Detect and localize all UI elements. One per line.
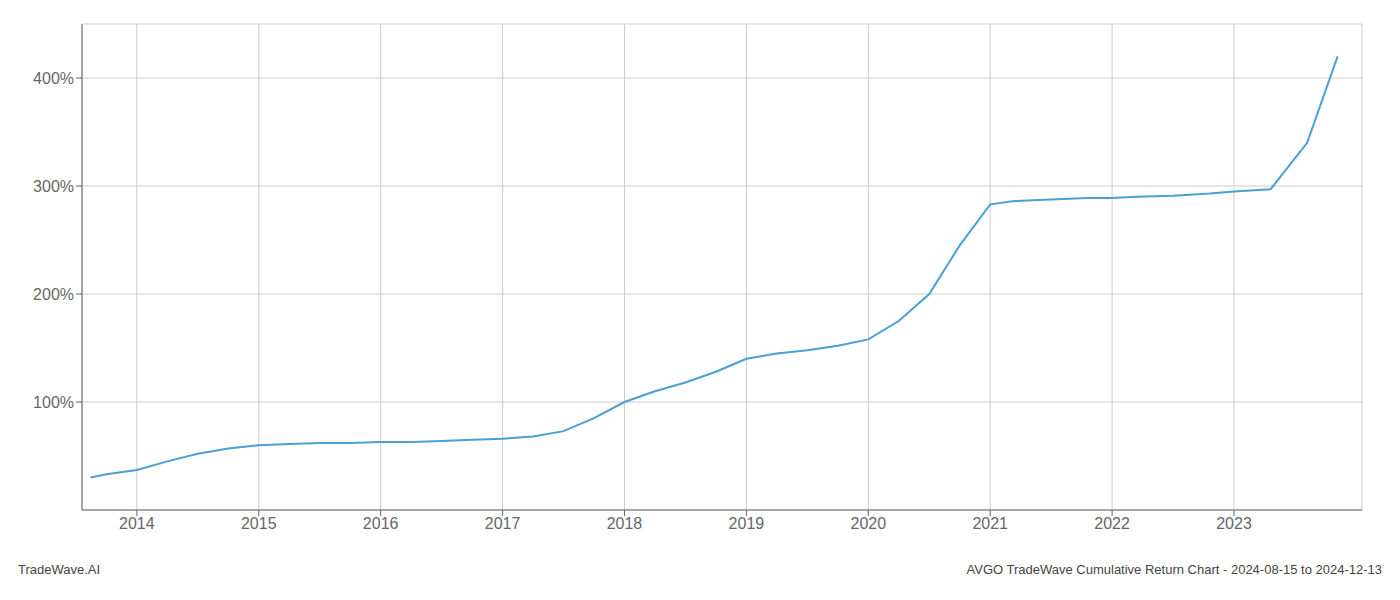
svg-text:100%: 100% (33, 394, 74, 411)
svg-text:2017: 2017 (485, 515, 521, 532)
svg-text:400%: 400% (33, 70, 74, 87)
svg-text:2019: 2019 (729, 515, 765, 532)
svg-text:2016: 2016 (363, 515, 399, 532)
svg-text:2018: 2018 (607, 515, 643, 532)
svg-text:2022: 2022 (1094, 515, 1130, 532)
svg-text:200%: 200% (33, 286, 74, 303)
svg-text:2023: 2023 (1216, 515, 1252, 532)
svg-text:2021: 2021 (972, 515, 1008, 532)
html-text:TradeWave.AI: TradeWave.AI (18, 562, 101, 577)
html-text:AVGO TradeWave Cumulative Retu: AVGO TradeWave Cumulative Return Chart -… (966, 562, 1382, 577)
svg-text:2015: 2015 (241, 515, 277, 532)
svg-text:2020: 2020 (850, 515, 886, 532)
svg-text:300%: 300% (33, 178, 74, 195)
svg-text:2014: 2014 (119, 515, 155, 532)
